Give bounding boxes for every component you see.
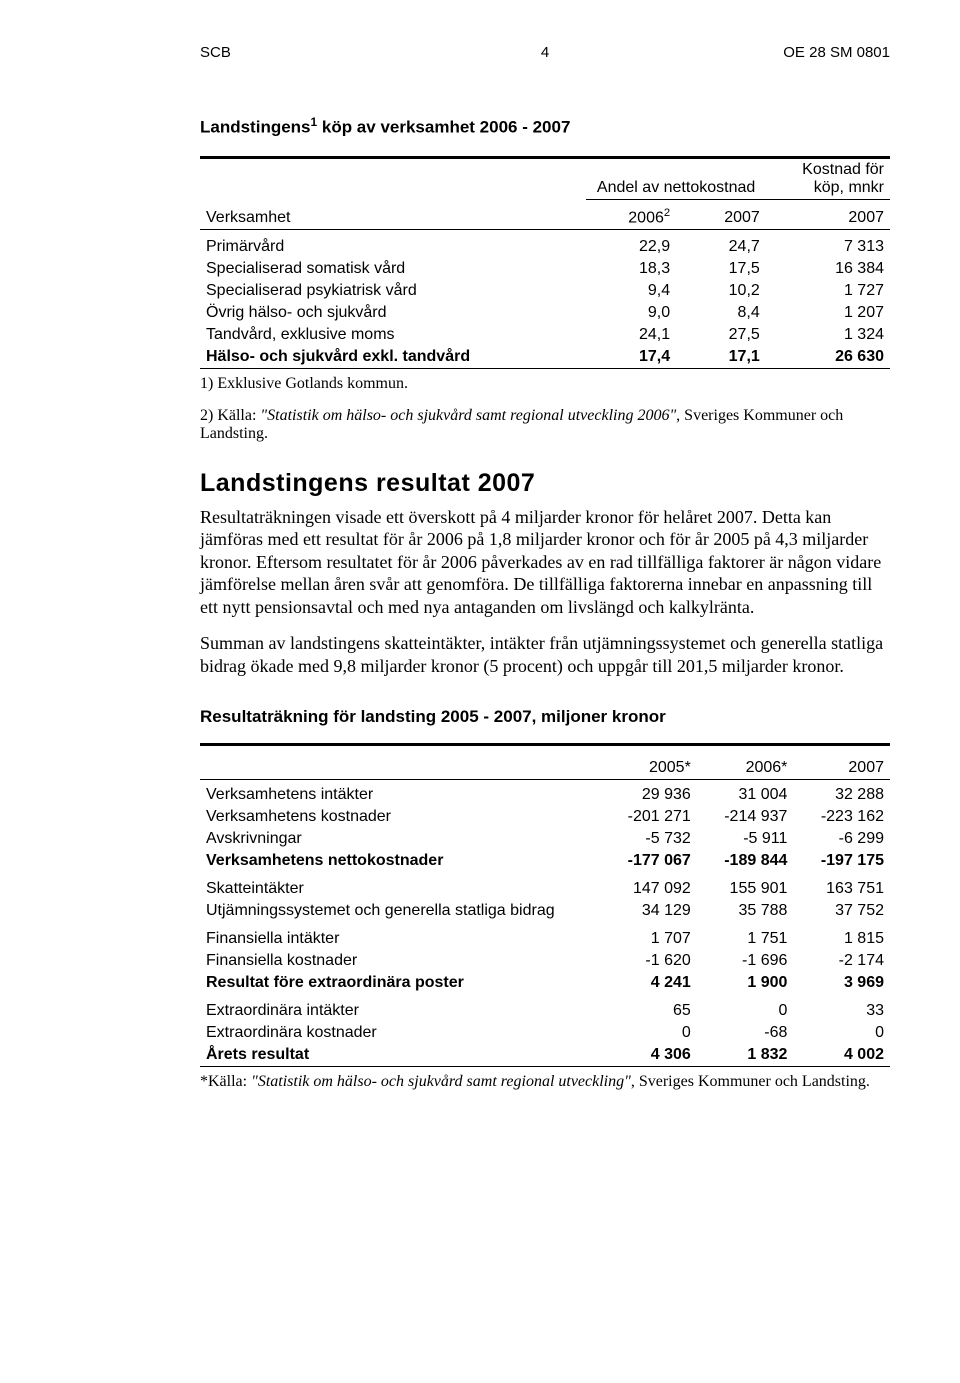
table1-group2-l1: Kostnad för [802,161,884,178]
table-row: Verksamhetens intäkter29 93631 00432 288 [200,784,890,806]
page-header: SCB OE 28 SM 0801 4 [200,44,890,61]
table-row: Finansiella kostnader-1 620-1 696-2 174 [200,950,890,972]
table-row: Primärvård22,924,77 313 [200,236,890,258]
table-row: Skatteintäkter147 092155 901163 751 [200,878,890,900]
table2-h1: 2005* [600,757,697,780]
table1-h3: 2007 [766,205,890,230]
table1-h0: Verksamhet [200,205,586,230]
section-heading: Landstingens resultat 2007 [200,469,890,498]
section-para2: Summan av landstingens skatteintäkter, i… [200,632,890,677]
table-row: Årets resultat4 3061 8324 002 [200,1044,890,1067]
table2-source: *Källa: "Statistik om hälso- och sjukvår… [200,1073,890,1091]
table1-footnote2: 2) Källa: "Statistik om hälso- och sjukv… [200,407,890,443]
table-row: Tandvård, exklusive moms24,127,51 324 [200,324,890,346]
table-row: Övrig hälso- och sjukvård9,08,41 207 [200,302,890,324]
table1: Andel av nettokostnad Kostnad för köp, m… [200,156,890,373]
table-row: Avskrivningar-5 732-5 911-6 299 [200,828,890,850]
table-row: Verksamhetens kostnader-201 271-214 937-… [200,806,890,828]
table-row: Extraordinära intäkter65033 [200,1000,890,1022]
table-row: Utjämningssystemet och generella statlig… [200,900,890,922]
table-row: Verksamhetens nettokostnader-177 067-189… [200,850,890,872]
table-row: Resultat före extraordinära poster4 2411… [200,972,890,994]
table2: 2005* 2006* 2007 Verksamhetens intäkter2… [200,743,890,1071]
table-row: Finansiella intäkter1 7071 7511 815 [200,928,890,950]
table1-h2: 2007 [676,205,766,230]
table-row: Specialiserad psykiatrisk vård9,410,21 7… [200,280,890,302]
table-row: Specialiserad somatisk vård18,317,516 38… [200,258,890,280]
header-page-num: 4 [200,44,890,61]
table2-h2: 2006* [697,757,794,780]
table2-title: Resultaträkning för landsting 2005 - 200… [200,707,890,727]
table1-title: Landstingens1 köp av verksamhet 2006 - 2… [200,115,890,138]
table2-h3: 2007 [793,757,890,780]
table-row: Hälso- och sjukvård exkl. tandvård17,417… [200,346,890,369]
section-para1: Resultaträkningen visade ett överskott p… [200,506,890,619]
table1-group1: Andel av nettokostnad [597,179,755,196]
table1-group2-l2: köp, mnkr [814,179,884,196]
table1-footnote1: 1) Exklusive Gotlands kommun. [200,375,890,393]
table-row: Extraordinära kostnader0-680 [200,1022,890,1044]
